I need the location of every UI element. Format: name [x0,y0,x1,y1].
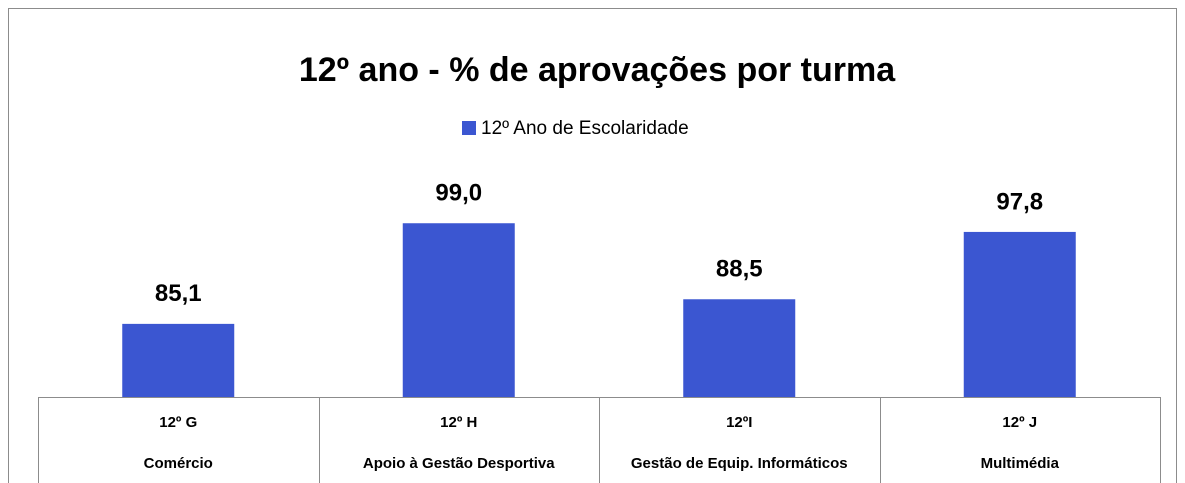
value-label: 88,5 [716,256,763,283]
value-label: 99,0 [435,180,482,207]
bar [122,323,235,397]
chart-title: 12º ano - % de aprovações por turma [299,51,896,89]
x-tick-label: Multimédia [981,455,1060,472]
bar [963,231,1076,397]
bar [683,299,796,397]
legend-swatch [462,121,476,135]
value-label: 85,1 [155,280,202,307]
legend-label: 12º Ano de Escolaridade [481,118,689,139]
x-tick-label: Comércio [144,455,213,472]
bar [402,223,515,397]
x-tick-label: 12ºI [726,414,752,431]
x-tick-label: 12º H [440,414,477,431]
value-label: 97,8 [996,188,1043,215]
x-tick-label: 12º J [1002,414,1037,431]
x-tick-label: Apoio à Gestão Desportiva [363,455,555,472]
x-tick-label: Gestão de Equip. Informáticos [631,455,848,472]
x-tick-label: 12º G [159,414,197,431]
